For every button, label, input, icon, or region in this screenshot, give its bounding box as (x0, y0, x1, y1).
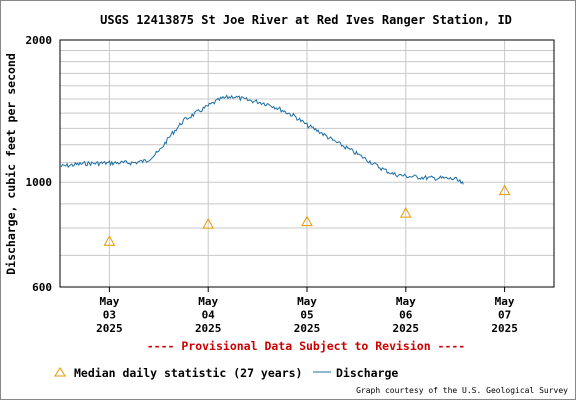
legend-discharge-label: Discharge (336, 366, 398, 380)
provisional-notice: ---- Provisional Data Subject to Revisio… (147, 339, 466, 353)
x-tick-label: 07 (498, 309, 511, 322)
x-tick-label: May (396, 295, 416, 308)
x-tick-label: 2025 (96, 322, 123, 335)
credit-text: Graph courtesy of the U.S. Geological Su… (356, 386, 568, 395)
y-tick-label: 600 (32, 281, 52, 294)
y-tick-label: 1000 (26, 176, 53, 189)
x-tick-label: 03 (103, 309, 116, 322)
series-layer (59, 94, 511, 246)
median-point (103, 235, 116, 246)
legend-median-triangle-icon (54, 367, 66, 377)
x-axis-ticks: May032025May042025May052025May062025May0… (96, 287, 518, 335)
y-axis-label: Discharge, cubic feet per second (4, 53, 18, 275)
x-tick-label: May (297, 295, 317, 308)
x-tick-label: May (198, 295, 218, 308)
y-tick-label: 2000 (26, 34, 53, 47)
x-tick-label: 2025 (294, 322, 321, 335)
x-tick-label: May (495, 295, 515, 308)
x-tick-label: May (99, 295, 119, 308)
x-tick-label: 2025 (195, 322, 222, 335)
x-tick-label: 05 (300, 309, 313, 322)
median-point (301, 215, 313, 227)
median-point (498, 184, 511, 196)
grid-lines (60, 40, 554, 287)
chart-title: USGS 12413875 St Joe River at Red Ives R… (100, 13, 512, 27)
median-point (202, 218, 215, 229)
y-axis-ticks: 2000 1000 600 (26, 34, 53, 294)
median-point (399, 207, 412, 218)
legend: Median daily statistic (27 years) Discha… (54, 366, 398, 380)
x-tick-label: 04 (202, 309, 216, 322)
x-tick-label: 06 (399, 309, 413, 322)
discharge-series-line (59, 94, 464, 185)
legend-median-label: Median daily statistic (27 years) (74, 366, 302, 380)
x-tick-label: 2025 (491, 322, 518, 335)
x-tick-label: 2025 (393, 322, 420, 335)
